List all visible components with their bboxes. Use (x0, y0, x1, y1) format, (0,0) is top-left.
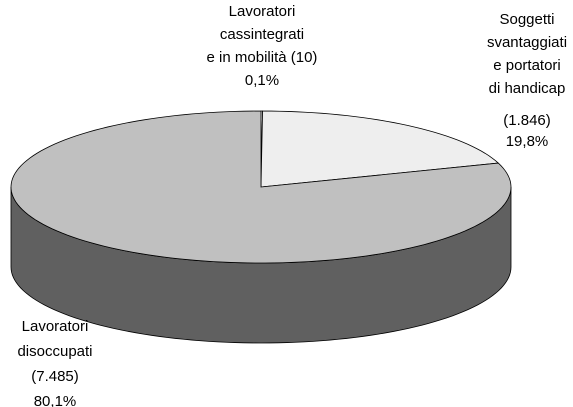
slice (10, 110, 512, 264)
slice (260, 110, 500, 188)
value-label: 0,1% (245, 72, 279, 89)
slice-label: cassintegrati (220, 26, 304, 43)
slice-label: e portatori (493, 57, 561, 74)
slice-label: disoccupati (17, 343, 92, 360)
slice-label: di handicap (489, 80, 566, 97)
slice-label: Lavoratori (22, 318, 89, 335)
slice-label: Lavoratori (229, 3, 296, 20)
slice-label: (7.485) (31, 368, 79, 385)
slice-label: e in mobilità (10) (207, 49, 318, 66)
value-label: 80,1% (34, 393, 77, 407)
slice-label: Soggetti (499, 11, 554, 28)
slice-label: (1.846) (503, 112, 551, 129)
slice-label: svantaggiati (487, 34, 567, 51)
value-label: 19,8% (506, 133, 549, 150)
